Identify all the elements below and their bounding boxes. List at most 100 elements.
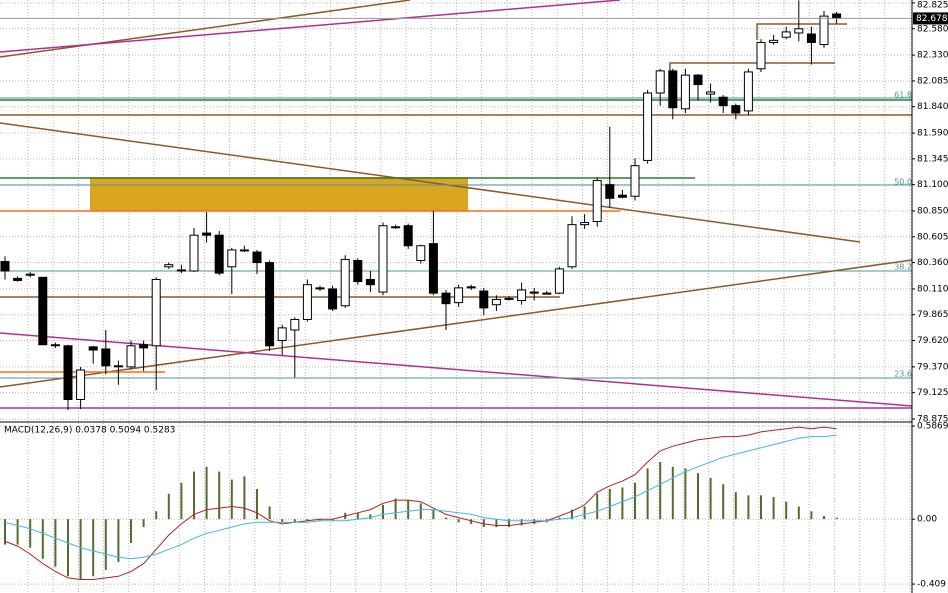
candle-body: [76, 369, 86, 401]
histogram-bar: [293, 519, 296, 523]
last-price-label: 82.678: [916, 14, 948, 24]
candle-body: [693, 74, 703, 86]
histogram-bar: [29, 519, 32, 548]
histogram-bar: [382, 504, 384, 520]
histogram-bar: [457, 519, 460, 523]
histogram-bar: [16, 519, 19, 545]
histogram-bar: [432, 509, 435, 520]
y-tick-label: 82.330: [917, 51, 948, 61]
candle-body: [353, 259, 363, 283]
indicator-line: [4, 426, 837, 580]
histogram-bar: [306, 519, 309, 521]
histogram-bar: [394, 498, 397, 520]
histogram-bar: [823, 515, 825, 520]
candle-body: [680, 74, 690, 110]
candle-body: [176, 269, 186, 272]
histogram-bar: [356, 512, 359, 520]
histogram-bar: [659, 462, 662, 520]
y-tick-label: 81.345: [917, 154, 948, 164]
candle-body: [428, 243, 438, 294]
candle-body: [340, 258, 350, 307]
y-tick-label: 80.360: [917, 258, 948, 268]
candle-body: [202, 232, 212, 236]
histogram-bar: [4, 519, 6, 545]
candle-body: [517, 289, 527, 302]
fib-label: 50.0: [894, 178, 912, 187]
y-tick-label: 80.605: [917, 232, 948, 242]
histogram-bar: [230, 479, 233, 520]
bracket-line: [756, 23, 847, 40]
candle-body: [365, 278, 375, 286]
y-tick-label: 80.850: [917, 206, 948, 216]
candle-body: [504, 297, 514, 300]
fib-label: 23.6: [894, 370, 912, 379]
grid: [0, 2, 912, 585]
candle-body: [38, 276, 48, 346]
candle-body: [239, 249, 249, 252]
histogram-bar: [92, 519, 95, 577]
candle-body: [113, 365, 123, 368]
y-tick-label: 82.085: [917, 76, 948, 86]
candle-body: [781, 31, 791, 38]
candle-body: [378, 225, 388, 293]
histogram-bar: [482, 519, 485, 528]
candle-body: [491, 298, 501, 306]
candle-body: [731, 105, 741, 114]
histogram-bar: [734, 492, 737, 520]
histogram-bar: [747, 495, 750, 520]
y-tick-label: 81.590: [917, 129, 948, 139]
histogram-bar: [130, 519, 132, 543]
histogram-bar: [785, 501, 788, 520]
histogram-bar: [470, 519, 473, 524]
histogram-bar: [155, 511, 158, 520]
y-tick-label: 0.00: [917, 515, 937, 525]
candle-body: [743, 71, 753, 112]
histogram-bar: [205, 466, 208, 520]
candle-body: [315, 287, 325, 290]
candle-body: [252, 251, 262, 264]
candle-body: [391, 226, 401, 229]
histogram-bar: [772, 496, 775, 520]
candle-body: [819, 15, 829, 46]
candle-body: [151, 278, 161, 347]
candle-body: [416, 245, 426, 261]
histogram-bar: [331, 519, 334, 521]
histogram-bar: [218, 471, 221, 520]
candle-body: [101, 348, 111, 367]
histogram-bar: [193, 471, 195, 520]
macd-title: MACD(12,26,9) 0.0378 0.5094 0.5283: [4, 426, 175, 436]
histogram-bar: [445, 517, 447, 520]
marks: 82.678: [0, 0, 948, 580]
histogram-bar: [797, 506, 800, 520]
candle-body: [50, 344, 60, 347]
fib-label: 38.2: [894, 263, 912, 272]
histogram-bar: [596, 493, 599, 520]
candle-body: [403, 225, 413, 247]
y-tick-label: -0.409: [917, 580, 946, 590]
candle-body: [328, 288, 338, 310]
candle-body: [479, 290, 489, 309]
candle-body: [25, 273, 35, 276]
y-tick-label: 79.125: [917, 388, 948, 398]
candle-body: [706, 91, 716, 95]
histogram-bar: [142, 519, 145, 528]
candle-body: [617, 194, 627, 198]
histogram-bar: [810, 511, 813, 520]
histogram-bar: [243, 476, 246, 520]
candle-body: [164, 264, 174, 268]
histogram-bar: [646, 468, 649, 520]
candle-body: [592, 179, 602, 223]
histogram-bar: [621, 487, 624, 520]
histogram-bar: [671, 466, 674, 520]
candle-body: [580, 222, 590, 226]
histogram-bar: [104, 519, 107, 570]
candle-body: [139, 344, 149, 349]
histogram-bar: [268, 506, 271, 520]
histogram-bar: [167, 493, 170, 520]
histogram-bar: [319, 519, 321, 521]
trend-line: [0, 0, 621, 53]
candle-body: [466, 286, 476, 289]
candle-body: [265, 262, 275, 347]
